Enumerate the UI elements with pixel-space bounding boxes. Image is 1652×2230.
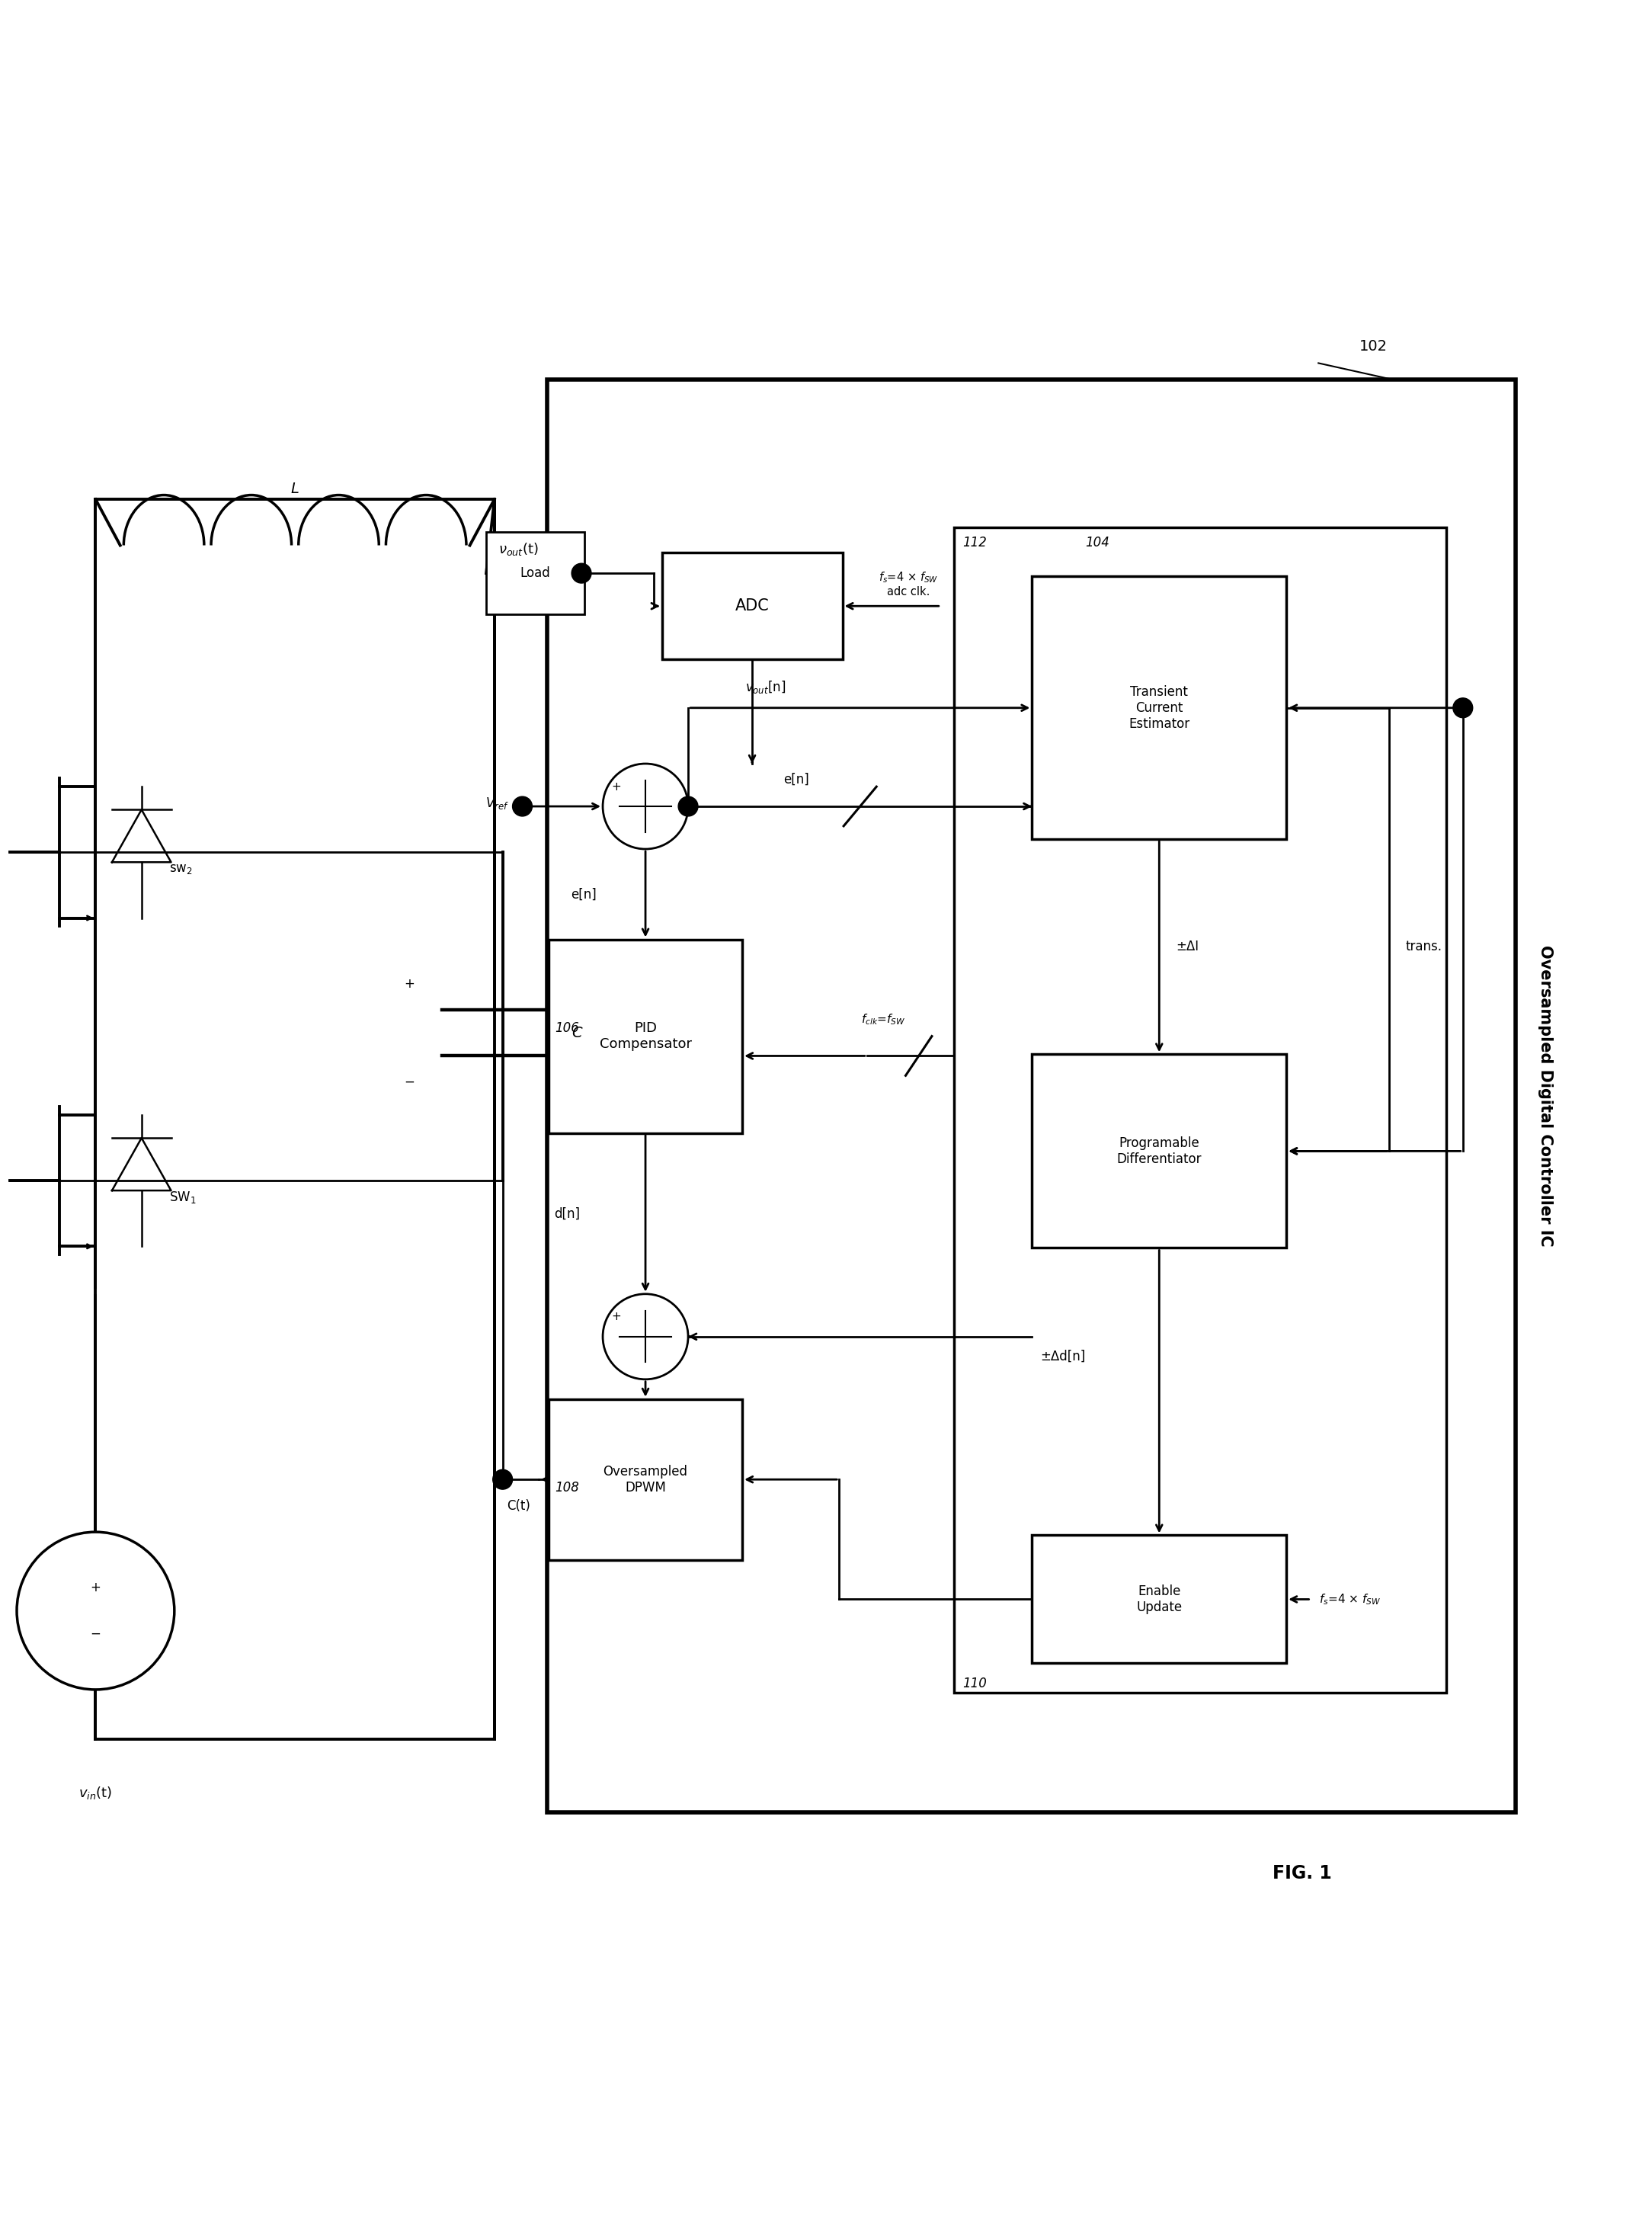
- Circle shape: [492, 1470, 512, 1490]
- Text: d[n]: d[n]: [553, 1206, 580, 1220]
- Text: −: −: [91, 1628, 101, 1641]
- Text: +: +: [611, 1311, 621, 1322]
- Text: $f_{clk}$=$f_{SW}$: $f_{clk}$=$f_{SW}$: [861, 1012, 905, 1026]
- Text: trans.: trans.: [1406, 939, 1442, 954]
- Circle shape: [1454, 698, 1472, 718]
- Text: ±ΔI: ±ΔI: [1176, 939, 1199, 954]
- Text: Load: Load: [520, 566, 550, 580]
- FancyBboxPatch shape: [548, 939, 742, 1133]
- Text: sw$_2$: sw$_2$: [170, 861, 193, 876]
- Text: $V_{ref}$: $V_{ref}$: [486, 796, 509, 812]
- FancyBboxPatch shape: [955, 526, 1447, 1693]
- Text: 110: 110: [961, 1677, 986, 1690]
- Text: 108: 108: [555, 1481, 580, 1494]
- Text: Transient
Current
Estimator: Transient Current Estimator: [1128, 685, 1189, 731]
- Bar: [486, 533, 585, 613]
- Circle shape: [512, 796, 532, 816]
- Text: +: +: [91, 1581, 101, 1594]
- Text: Oversampled
DPWM: Oversampled DPWM: [603, 1465, 687, 1494]
- Text: ±Δd[n]: ±Δd[n]: [1041, 1349, 1085, 1363]
- FancyBboxPatch shape: [1032, 578, 1287, 838]
- Text: Oversampled Digital Controller IC: Oversampled Digital Controller IC: [1538, 946, 1553, 1247]
- Text: $v_{out}$[n]: $v_{out}$[n]: [745, 680, 786, 696]
- Text: C: C: [572, 1026, 582, 1039]
- FancyBboxPatch shape: [1032, 1534, 1287, 1664]
- Text: Programable
Differentiator: Programable Differentiator: [1117, 1137, 1201, 1166]
- Text: $\nu_{out}$(t): $\nu_{out}$(t): [499, 542, 539, 558]
- FancyBboxPatch shape: [1032, 1055, 1287, 1249]
- Text: ADC: ADC: [735, 598, 770, 613]
- Text: 102: 102: [1360, 339, 1388, 355]
- Text: e[n]: e[n]: [570, 888, 596, 901]
- Text: 112: 112: [961, 535, 986, 549]
- Text: e[n]: e[n]: [783, 774, 809, 787]
- FancyBboxPatch shape: [548, 1398, 742, 1561]
- Text: C(t): C(t): [507, 1499, 530, 1512]
- Circle shape: [603, 1293, 689, 1380]
- Text: L: L: [291, 482, 299, 495]
- Text: PID
Compensator: PID Compensator: [600, 1021, 692, 1050]
- Text: +: +: [611, 780, 621, 792]
- FancyBboxPatch shape: [547, 379, 1515, 1813]
- Text: 106: 106: [555, 1021, 580, 1035]
- Circle shape: [603, 763, 689, 850]
- Text: SW$_1$: SW$_1$: [170, 1189, 197, 1204]
- Text: −: −: [403, 1075, 415, 1088]
- Text: FIG. 1: FIG. 1: [1272, 1864, 1332, 1882]
- FancyBboxPatch shape: [662, 553, 843, 660]
- Circle shape: [572, 564, 591, 582]
- Text: Enable
Update: Enable Update: [1137, 1586, 1183, 1615]
- Text: 104: 104: [1085, 535, 1110, 549]
- Circle shape: [679, 796, 697, 816]
- Text: $f_s$=4 $\times$ $f_{SW}$
adc clk.: $f_s$=4 $\times$ $f_{SW}$ adc clk.: [879, 571, 938, 598]
- Text: $v_{in}$(t): $v_{in}$(t): [79, 1784, 112, 1802]
- Text: $f_s$=4 $\times$ $f_{SW}$: $f_s$=4 $\times$ $f_{SW}$: [1320, 1592, 1381, 1606]
- Circle shape: [17, 1532, 175, 1690]
- Text: +: +: [403, 977, 415, 990]
